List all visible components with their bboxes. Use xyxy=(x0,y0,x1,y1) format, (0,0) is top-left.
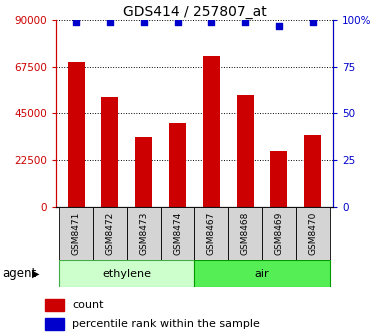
Bar xyxy=(102,97,118,207)
Bar xyxy=(203,56,220,207)
Bar xyxy=(304,135,321,207)
Point xyxy=(242,19,248,25)
Text: air: air xyxy=(255,268,270,279)
Point xyxy=(107,19,113,25)
Bar xyxy=(262,207,296,260)
Bar xyxy=(68,61,85,207)
Text: GSM8474: GSM8474 xyxy=(173,212,182,255)
Bar xyxy=(228,207,262,260)
Text: GSM8468: GSM8468 xyxy=(241,212,249,255)
Text: GSM8470: GSM8470 xyxy=(308,212,317,255)
Bar xyxy=(296,207,330,260)
Bar xyxy=(194,207,228,260)
Point xyxy=(310,19,316,25)
Text: GSM8469: GSM8469 xyxy=(275,212,283,255)
Bar xyxy=(237,95,254,207)
Text: agent: agent xyxy=(2,267,36,280)
Text: GSM8471: GSM8471 xyxy=(72,212,80,255)
Bar xyxy=(45,318,64,330)
Text: ethylene: ethylene xyxy=(102,268,151,279)
Point xyxy=(141,19,147,25)
Point xyxy=(276,23,282,29)
Bar xyxy=(93,207,127,260)
Point xyxy=(73,19,79,25)
Bar xyxy=(59,207,93,260)
Bar xyxy=(194,260,330,287)
Title: GDS414 / 257807_at: GDS414 / 257807_at xyxy=(122,5,266,19)
Text: ▶: ▶ xyxy=(32,268,39,279)
Bar xyxy=(271,151,287,207)
Text: GSM8472: GSM8472 xyxy=(105,212,114,255)
Point xyxy=(174,19,181,25)
Text: GSM8473: GSM8473 xyxy=(139,212,148,255)
Bar xyxy=(127,207,161,260)
Text: GSM8467: GSM8467 xyxy=(207,212,216,255)
Text: percentile rank within the sample: percentile rank within the sample xyxy=(72,319,260,329)
Bar xyxy=(169,123,186,207)
Bar xyxy=(59,260,194,287)
Text: count: count xyxy=(72,300,104,310)
Bar xyxy=(161,207,194,260)
Point xyxy=(208,19,214,25)
Bar xyxy=(45,299,64,311)
Bar xyxy=(135,137,152,207)
